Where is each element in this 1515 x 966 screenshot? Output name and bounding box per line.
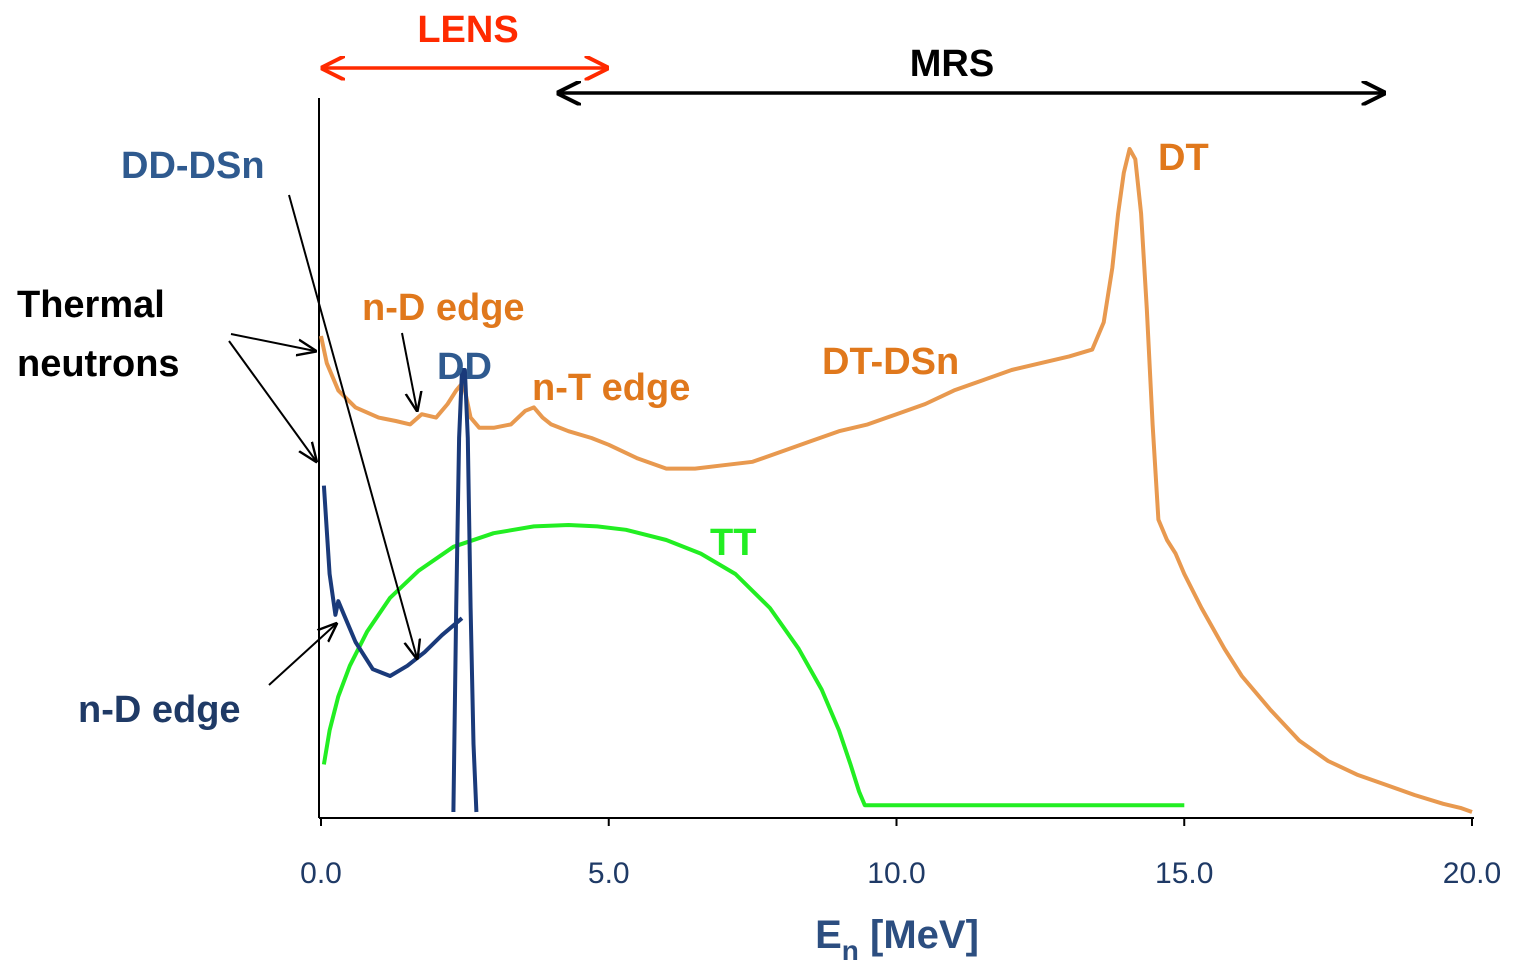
nd-edge-bottom-pointer-arrow	[268, 624, 336, 686]
series-dt-line	[319, 147, 1473, 814]
x-tick-label: 0.0	[300, 857, 342, 890]
series-dd-dsn-line	[321, 485, 464, 678]
x-tick-label: 20.0	[1443, 857, 1501, 890]
lens-label: LENS	[417, 9, 518, 51]
tt-label: TT	[710, 522, 756, 564]
x-axis-title-subscript: n	[842, 935, 859, 966]
thermal-pointer-arrow-dd	[228, 340, 316, 461]
nd-edge-top-pointer-arrow	[401, 332, 417, 410]
thermal-label-line1: Thermal	[17, 284, 165, 326]
nd-edge-bottom-label: n-D edge	[78, 689, 241, 731]
dt-dsn-label: DT-DSn	[822, 341, 959, 383]
x-axis-title: En [MeV]	[815, 913, 979, 966]
x-axis-title-main: E	[815, 913, 842, 957]
dt-label: DT	[1158, 137, 1209, 179]
nt-edge-label: n-T edge	[532, 367, 690, 409]
thermal-pointer-arrow-dt	[230, 333, 315, 351]
mrs-label: MRS	[910, 43, 994, 85]
series-tt-line	[321, 523, 1185, 808]
x-tick-label: 10.0	[867, 857, 925, 890]
x-tick-label: 5.0	[588, 857, 630, 890]
dd-dsn-label: DD-DSn	[121, 145, 265, 187]
x-axis-title-unit: [MeV]	[859, 913, 979, 957]
nd-edge-top-label: n-D edge	[362, 287, 525, 329]
x-tick-label: 15.0	[1155, 857, 1213, 890]
thermal-label-line2: neutrons	[17, 343, 180, 385]
series-dd-peak-line	[451, 368, 479, 813]
dd-label: DD	[437, 346, 492, 388]
dd-dsn-pointer-arrow	[288, 194, 417, 658]
